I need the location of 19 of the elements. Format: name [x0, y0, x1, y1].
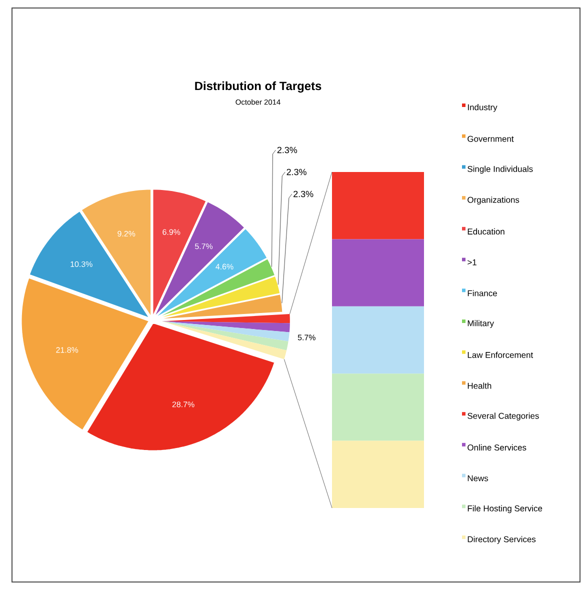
data-label: 2.3% — [286, 168, 306, 176]
legend-label: Several Categories — [468, 412, 539, 421]
legend-label: Government — [468, 136, 514, 142]
legend-label: >1 — [468, 259, 476, 266]
legend-label: Organizations — [468, 196, 520, 205]
data-label: 2.3% — [294, 190, 314, 198]
legend-label: Military — [468, 320, 494, 328]
legend-label: File Hosting Service — [468, 505, 542, 514]
legend-label: Health — [468, 382, 492, 389]
legend-label: Finance — [468, 290, 497, 296]
chart-title: Distribution of Targets — [195, 81, 322, 93]
legend-label: Industry — [468, 104, 498, 112]
legend-label: Directory Services — [468, 536, 536, 544]
legend-label: Law Enforcement — [468, 352, 534, 358]
legend-label: Single Individuals — [468, 166, 533, 174]
legend-label: Online Services — [468, 444, 526, 451]
legend-label: News — [468, 475, 488, 482]
legend-label: Education — [468, 228, 504, 235]
data-label: 2.3% — [277, 146, 298, 154]
